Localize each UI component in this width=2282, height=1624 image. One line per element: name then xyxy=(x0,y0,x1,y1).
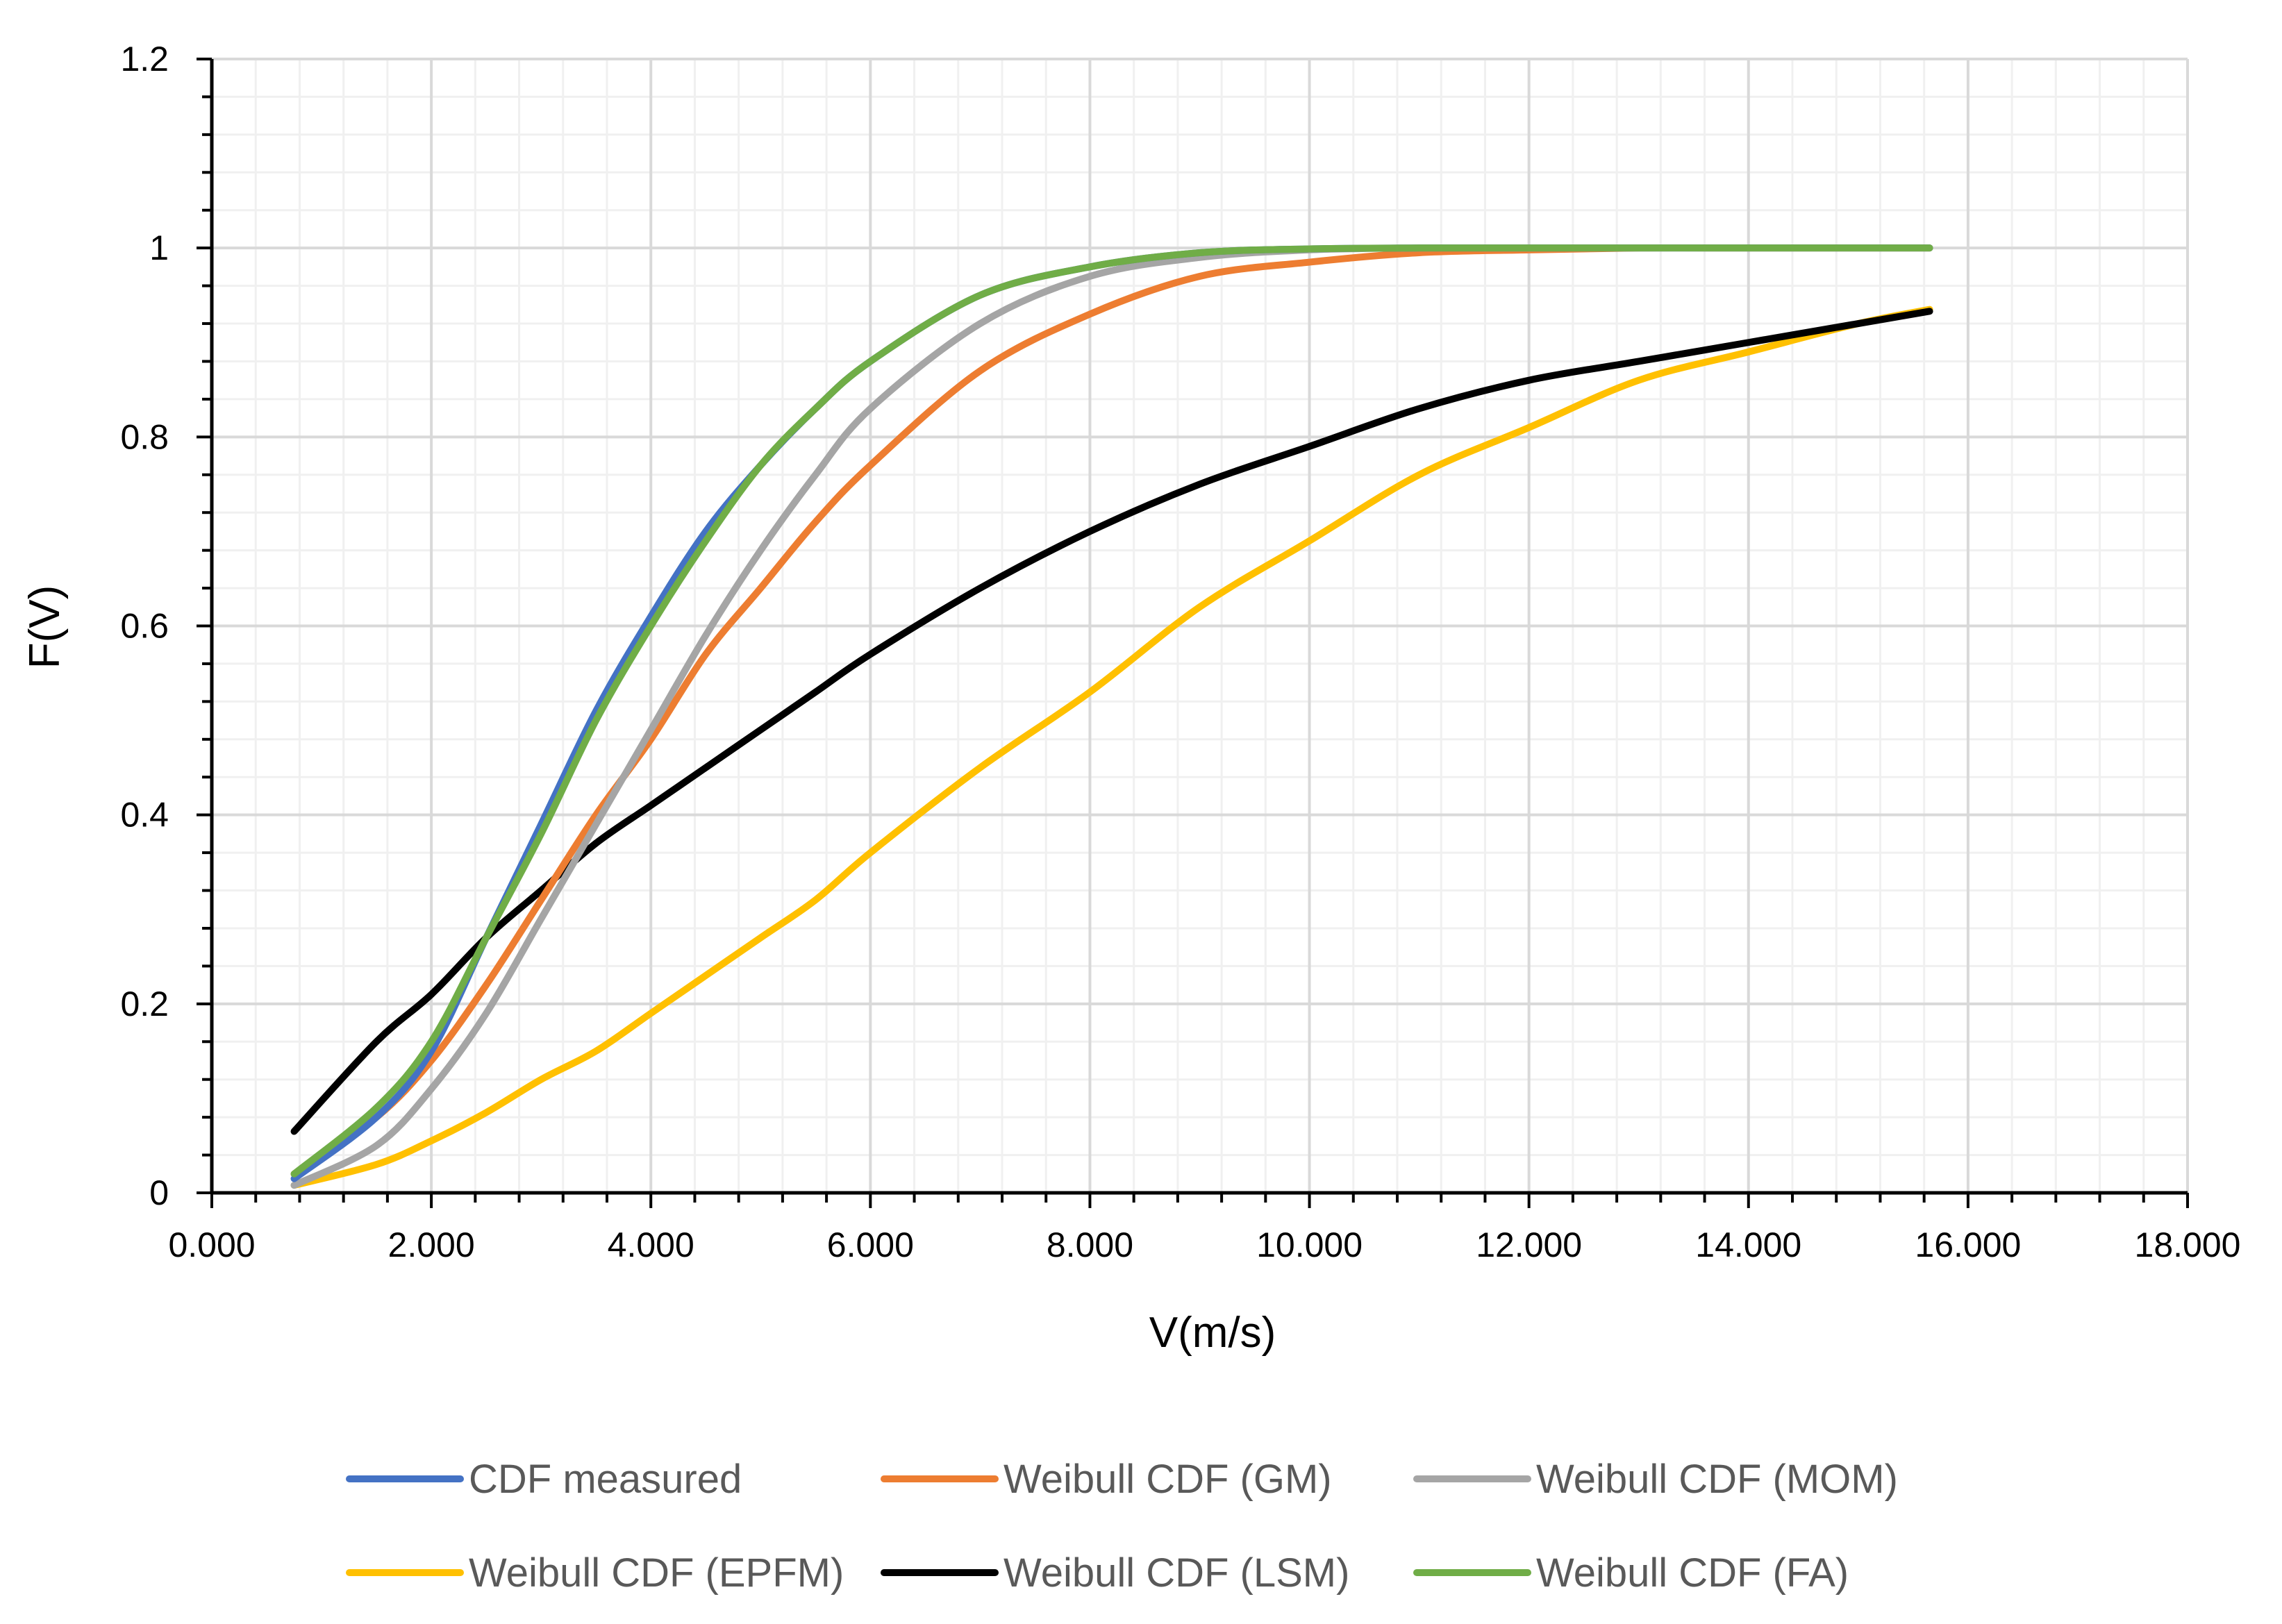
y-tick-label: 1 xyxy=(149,228,169,267)
legend: CDF measured Weibull CDF (GM) Weibull CDF … xyxy=(346,1457,1898,1596)
y-tick-label: 0.6 xyxy=(120,607,169,646)
x-tick-labels: 0.000 2.000 4.000 6.000 8.000 10.000 12.000 14.… xyxy=(168,1225,2240,1264)
y-tick-label: 0.8 xyxy=(120,417,169,456)
x-tick-label: 18.000 xyxy=(2135,1225,2241,1264)
x-tick-label: 12.000 xyxy=(1476,1225,1582,1264)
x-tick-label: 16.000 xyxy=(1915,1225,2021,1264)
y-tick-label: 0 xyxy=(149,1173,169,1212)
x-tick-label: 4.000 xyxy=(608,1225,694,1264)
major-grid xyxy=(212,58,2189,1193)
y-tick-label: 0.2 xyxy=(120,985,169,1023)
x-tick-label: 10.000 xyxy=(1256,1225,1363,1264)
y-tick-label: 1.2 xyxy=(120,40,169,78)
x-tick-label: 6.000 xyxy=(827,1225,914,1264)
x-axis-title: V(m/s) xyxy=(1149,1309,1276,1357)
legend-label: Weibull CDF (GM) xyxy=(1003,1457,1332,1502)
legend-label: CDF measured xyxy=(469,1457,742,1502)
axes xyxy=(197,58,2189,1208)
legend-label: Weibull CDF (FA) xyxy=(1536,1550,1849,1596)
legend-label: Weibull CDF (LSM) xyxy=(1003,1550,1349,1596)
y-tick-label: 0.4 xyxy=(120,796,169,835)
x-tick-label: 14.000 xyxy=(1695,1225,1801,1264)
x-tick-label: 0.000 xyxy=(168,1225,255,1264)
legend-label: Weibull CDF (MOM) xyxy=(1536,1457,1898,1502)
y-tick-labels: 0 0.2 0.4 0.6 0.8 1 1.2 xyxy=(120,40,169,1212)
series-lines xyxy=(290,244,1933,1189)
y-axis-title: F(V) xyxy=(21,585,69,669)
x-tick-label: 2.000 xyxy=(388,1225,475,1264)
series-line-weibull-cdf-epfm xyxy=(290,305,1933,1189)
series-line-weibull-cdf-lsm xyxy=(290,308,1933,1135)
series-line-weibull-cdf-fa xyxy=(290,244,1933,1178)
x-tick-label: 8.000 xyxy=(1047,1225,1133,1264)
legend-label: Weibull CDF (EPFM) xyxy=(469,1550,844,1596)
